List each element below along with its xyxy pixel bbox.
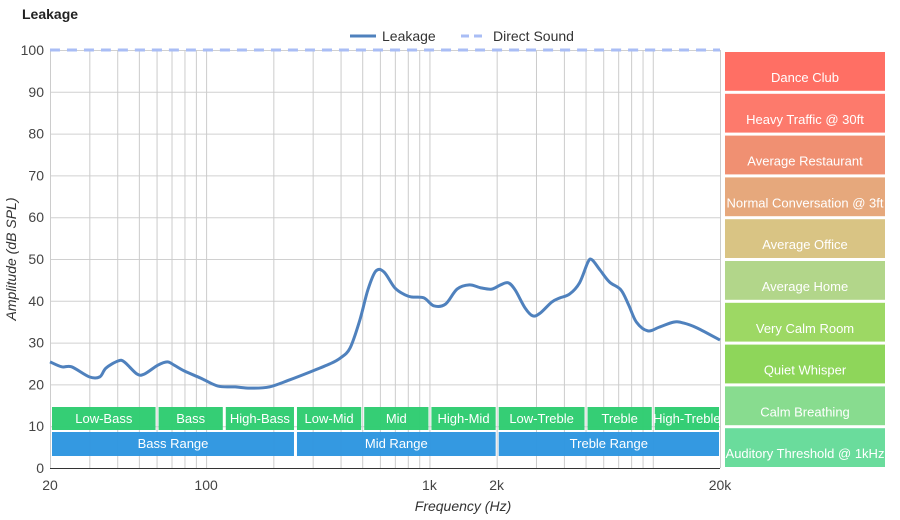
legend-label-direct-sound: Direct Sound	[493, 28, 574, 44]
range-treble-range	[498, 432, 719, 456]
reference-level-label: Very Calm Room	[756, 321, 854, 336]
x-tick-label: 1k	[422, 477, 438, 493]
band-treble	[587, 407, 652, 430]
range-label: Treble Range	[570, 436, 648, 451]
reference-level-label: Quiet Whisper	[764, 363, 847, 378]
y-tick-label: 80	[28, 126, 44, 142]
y-tick-label: 70	[28, 167, 44, 183]
reference-level-auditory-threshold-1khz	[725, 428, 885, 467]
band-low-bass	[52, 407, 156, 430]
reference-level-average-office	[725, 219, 885, 258]
reference-level-quiet-whisper	[725, 344, 885, 384]
band-bass	[158, 407, 223, 430]
y-tick-label: 20	[28, 376, 44, 392]
reference-level-label: Auditory Threshold @ 1kHz	[726, 446, 885, 461]
y-tick-label: 30	[28, 335, 44, 351]
range-mid-range	[296, 432, 496, 456]
band-label: High-Mid	[438, 411, 490, 426]
x-tick-label: 20k	[709, 477, 733, 493]
reference-level-label: Heavy Traffic @ 30ft	[746, 112, 864, 127]
x-axis-label: Frequency (Hz)	[415, 498, 511, 514]
legend-label-leakage: Leakage	[382, 28, 436, 44]
band-high-treble	[654, 407, 719, 430]
y-axis-label: Amplitude (dB SPL)	[3, 198, 19, 322]
reference-level-label: Normal Conversation @ 3ft	[727, 195, 884, 210]
range-label: Bass Range	[138, 436, 209, 451]
band-label: Low-Mid	[305, 411, 354, 426]
y-tick-label: 60	[28, 209, 44, 225]
y-tick-label: 40	[28, 293, 44, 309]
y-axis-ticks: 0 10 20 30 40 50 60 70 80 90 100	[21, 42, 45, 476]
reference-level-label: Dance Club	[771, 70, 839, 85]
reference-level-average-restaurant	[725, 135, 885, 175]
band-label: Treble	[601, 411, 637, 426]
y-tick-label: 90	[28, 84, 44, 100]
band-low-mid	[296, 407, 362, 430]
reference-level-average-home	[725, 261, 885, 300]
chart-title: Leakage	[22, 6, 78, 22]
range-label: Mid Range	[365, 436, 428, 451]
band-label: Mid	[386, 411, 407, 426]
y-tick-label: 100	[21, 42, 45, 58]
x-axis-ticks: 20 100 1k 2k 20k	[42, 477, 732, 493]
reference-level-label: Average Office	[762, 237, 848, 252]
reference-level-panel: Dance Club Heavy Traffic @ 30ft Average Re…	[725, 52, 885, 467]
x-tick-label: 2k	[489, 477, 505, 493]
band-high-bass	[225, 407, 294, 430]
x-tick-label: 100	[194, 477, 218, 493]
legend: Leakage Direct Sound	[350, 28, 574, 44]
reference-level-normal-conversation-3ft	[725, 177, 885, 217]
band-mid	[364, 407, 429, 430]
band-label: Low-Treble	[509, 411, 574, 426]
reference-level-label: Calm Breathing	[760, 404, 850, 419]
series-lines	[49, 48, 721, 390]
band-high-mid	[431, 407, 496, 430]
band-label: High-Bass	[230, 411, 290, 426]
band-label: Low-Bass	[75, 411, 133, 426]
reference-level-label: Average Home	[762, 279, 848, 294]
range-bass-range	[52, 432, 294, 456]
reference-level-heavy-traffic-30ft	[725, 93, 885, 133]
y-tick-label: 50	[28, 251, 44, 267]
grid	[50, 50, 721, 469]
y-tick-label: 10	[28, 418, 44, 434]
reference-level-calm-breathing	[725, 386, 885, 426]
series-line-leakage	[49, 257, 721, 390]
band-low-treble	[498, 407, 585, 430]
x-tick-label: 20	[42, 477, 58, 493]
band-label: Bass	[176, 411, 205, 426]
reference-level-very-calm-room	[725, 302, 885, 342]
y-tick-label: 0	[36, 460, 44, 476]
frequency-bands: Low-Bass Bass High-Bass Low-Mid Mid High-Mid L…	[52, 407, 721, 456]
reference-level-label: Average Restaurant	[747, 154, 863, 169]
band-label: High-Treble	[653, 411, 720, 426]
reference-level-dance-club	[725, 52, 885, 91]
